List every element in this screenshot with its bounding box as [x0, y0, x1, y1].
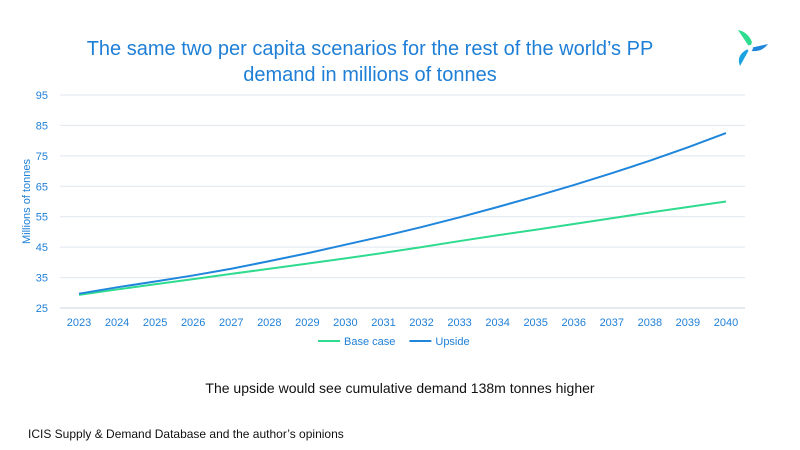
source-note: ICIS Supply & Demand Database and the au…	[28, 427, 344, 441]
legend-label: Base case	[344, 336, 395, 348]
x-tick-label: 2036	[562, 317, 586, 329]
x-tick-label: 2028	[257, 317, 281, 329]
x-tick-label: 2038	[638, 317, 662, 329]
x-tick-label: 2023	[67, 317, 91, 329]
y-tick-label: 65	[36, 181, 48, 193]
y-tick-label: 55	[36, 212, 48, 224]
x-tick-label: 2037	[600, 317, 624, 329]
line-chart: 25 35 45 55 65 75 85 95 2023 2024 2025 2026 2027 2028…	[21, 90, 745, 348]
x-tick-label: 2029	[295, 317, 319, 329]
y-tick-label: 95	[36, 90, 48, 102]
series-line	[78, 132, 727, 295]
legend-label: Upside	[435, 336, 469, 348]
x-tick-label: 2026	[181, 317, 205, 329]
y-tick-label: 75	[36, 151, 48, 163]
x-tick-label: 2031	[371, 317, 395, 329]
x-tick-label: 2034	[485, 317, 509, 329]
x-tick-label: 2039	[676, 317, 700, 329]
x-tick-label: 2030	[333, 317, 357, 329]
x-tick-label: 2035	[523, 317, 547, 329]
y-tick-label: 35	[36, 273, 48, 285]
series-line	[78, 200, 727, 296]
chart-title: The same two per capita scenarios for th…	[60, 36, 680, 88]
icis-logo-icon	[728, 26, 772, 70]
y-axis-label: Millions of tonnes	[21, 159, 33, 244]
x-tick-label: 2033	[447, 317, 471, 329]
x-tick-label: 2027	[219, 317, 243, 329]
y-tick-label: 25	[36, 303, 48, 315]
x-tick-label: 2025	[143, 317, 167, 329]
chart-title-line2: demand in millions of tonnes	[243, 64, 497, 86]
chart-title-line1: The same two per capita scenarios for th…	[86, 38, 654, 60]
x-tick-label: 2032	[409, 317, 433, 329]
x-tick-label: 2024	[105, 317, 129, 329]
chart-subtitle: The upside would see cumulative demand 1…	[205, 380, 595, 396]
y-tick-label: 45	[36, 242, 48, 254]
x-tick-label: 2040	[714, 317, 738, 329]
y-tick-label: 85	[36, 120, 48, 132]
